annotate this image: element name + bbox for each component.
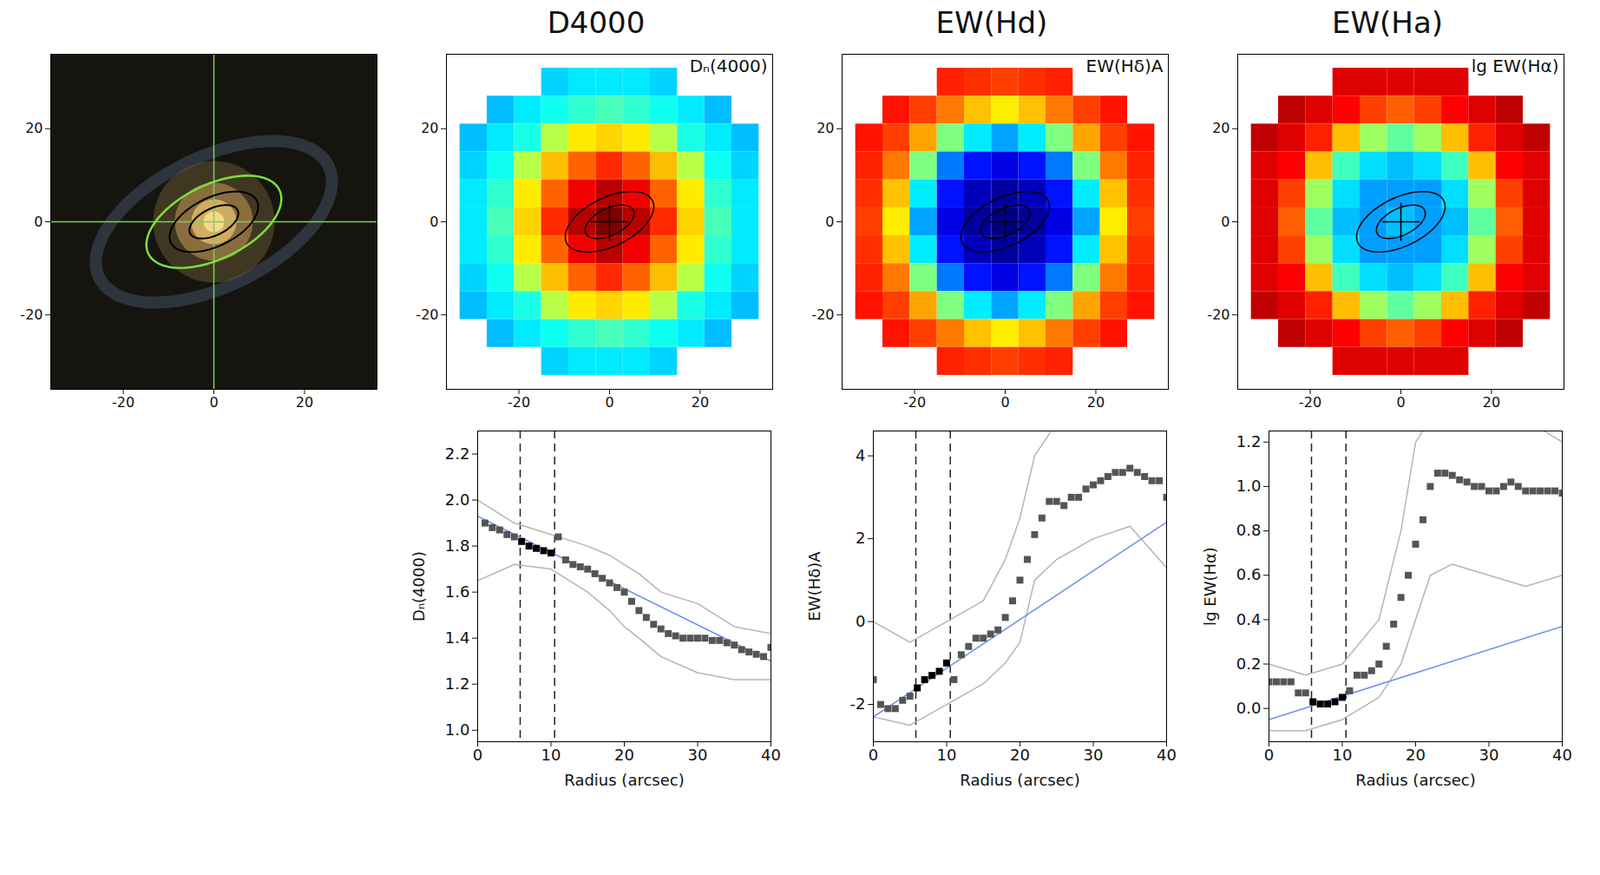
svg-text:0: 0 (1396, 393, 1405, 411)
svg-text:0: 0 (825, 213, 834, 230)
svg-text:40: 40 (1552, 745, 1573, 764)
svg-text:20: 20 (1087, 393, 1105, 411)
svg-text:30: 30 (688, 745, 709, 764)
svg-text:1.4: 1.4 (445, 628, 471, 647)
svg-text:20: 20 (1212, 119, 1230, 137)
svg-text:20: 20 (1482, 393, 1501, 411)
svg-text:10: 10 (1332, 745, 1353, 764)
svg-text:10: 10 (541, 745, 562, 764)
html-text:EW(Ha): EW(Ha) (1331, 5, 1443, 40)
svg-text:20: 20 (816, 119, 834, 137)
svg-text:EW(Hδ)A: EW(Hδ)A (805, 550, 824, 622)
svg-text:Radius (arcsec): Radius (arcsec) (959, 770, 1080, 789)
svg-text:Dₙ(4000): Dₙ(4000) (689, 55, 768, 77)
svg-text:Radius (arcsec): Radius (arcsec) (563, 770, 684, 789)
svg-text:30: 30 (1479, 745, 1500, 764)
svg-text:20: 20 (1405, 745, 1426, 764)
svg-text:2.2: 2.2 (445, 444, 471, 463)
svg-text:1.0: 1.0 (1236, 476, 1262, 495)
svg-text:30: 30 (1083, 745, 1104, 764)
svg-text:0: 0 (1264, 745, 1274, 764)
svg-text:0.0: 0.0 (1236, 698, 1262, 717)
svg-text:1.2: 1.2 (1236, 432, 1262, 451)
svg-text:Dₙ(4000): Dₙ(4000) (409, 550, 428, 622)
svg-text:40: 40 (760, 745, 781, 764)
svg-text:40: 40 (1156, 745, 1177, 764)
svg-text:lg EW(Hα): lg EW(Hα) (1471, 55, 1560, 77)
svg-text:0: 0 (429, 213, 439, 230)
svg-text:20: 20 (25, 119, 43, 137)
svg-text:-2: -2 (850, 694, 866, 713)
svg-text:0: 0 (1000, 393, 1010, 411)
svg-text:Radius (arcsec): Radius (arcsec) (1355, 770, 1476, 789)
svg-text:2.0: 2.0 (445, 490, 471, 509)
svg-text:0: 0 (209, 393, 218, 411)
svg-text:20: 20 (420, 119, 439, 137)
svg-text:1.6: 1.6 (445, 582, 471, 601)
svg-text:EW(Hδ)A: EW(Hδ)A (1086, 55, 1164, 77)
svg-text:0.4: 0.4 (1236, 609, 1262, 629)
svg-text:lg EW(Hα): lg EW(Hα) (1200, 546, 1220, 626)
svg-text:0: 0 (855, 611, 866, 630)
svg-text:20: 20 (1009, 745, 1030, 764)
svg-text:-20: -20 (903, 393, 926, 411)
svg-text:-20: -20 (1298, 393, 1322, 411)
svg-text:0.6: 0.6 (1236, 564, 1262, 584)
html-text:D4000: D4000 (547, 5, 646, 40)
svg-text:-20: -20 (507, 393, 531, 411)
svg-text:2: 2 (855, 528, 866, 547)
svg-text:0.8: 0.8 (1236, 520, 1262, 539)
svg-text:4: 4 (855, 445, 866, 465)
html-text:EW(Hd): EW(Hd) (935, 5, 1048, 40)
svg-text:0: 0 (1220, 213, 1230, 230)
svg-text:1.8: 1.8 (445, 536, 471, 555)
svg-text:0: 0 (472, 745, 483, 764)
svg-text:0: 0 (604, 393, 614, 411)
svg-text:1.0: 1.0 (445, 720, 471, 739)
svg-text:20: 20 (614, 745, 635, 764)
svg-text:0: 0 (868, 745, 879, 764)
svg-text:20: 20 (691, 393, 709, 411)
svg-text:10: 10 (937, 745, 958, 764)
svg-text:-20: -20 (111, 393, 135, 411)
svg-text:-20: -20 (19, 306, 43, 323)
svg-text:20: 20 (295, 393, 314, 411)
svg-text:-20: -20 (415, 306, 439, 323)
svg-text:0: 0 (33, 213, 43, 230)
svg-text:-20: -20 (811, 306, 834, 323)
svg-text:-20: -20 (1206, 306, 1230, 323)
svg-text:0.2: 0.2 (1236, 654, 1262, 673)
svg-text:1.2: 1.2 (445, 674, 471, 693)
